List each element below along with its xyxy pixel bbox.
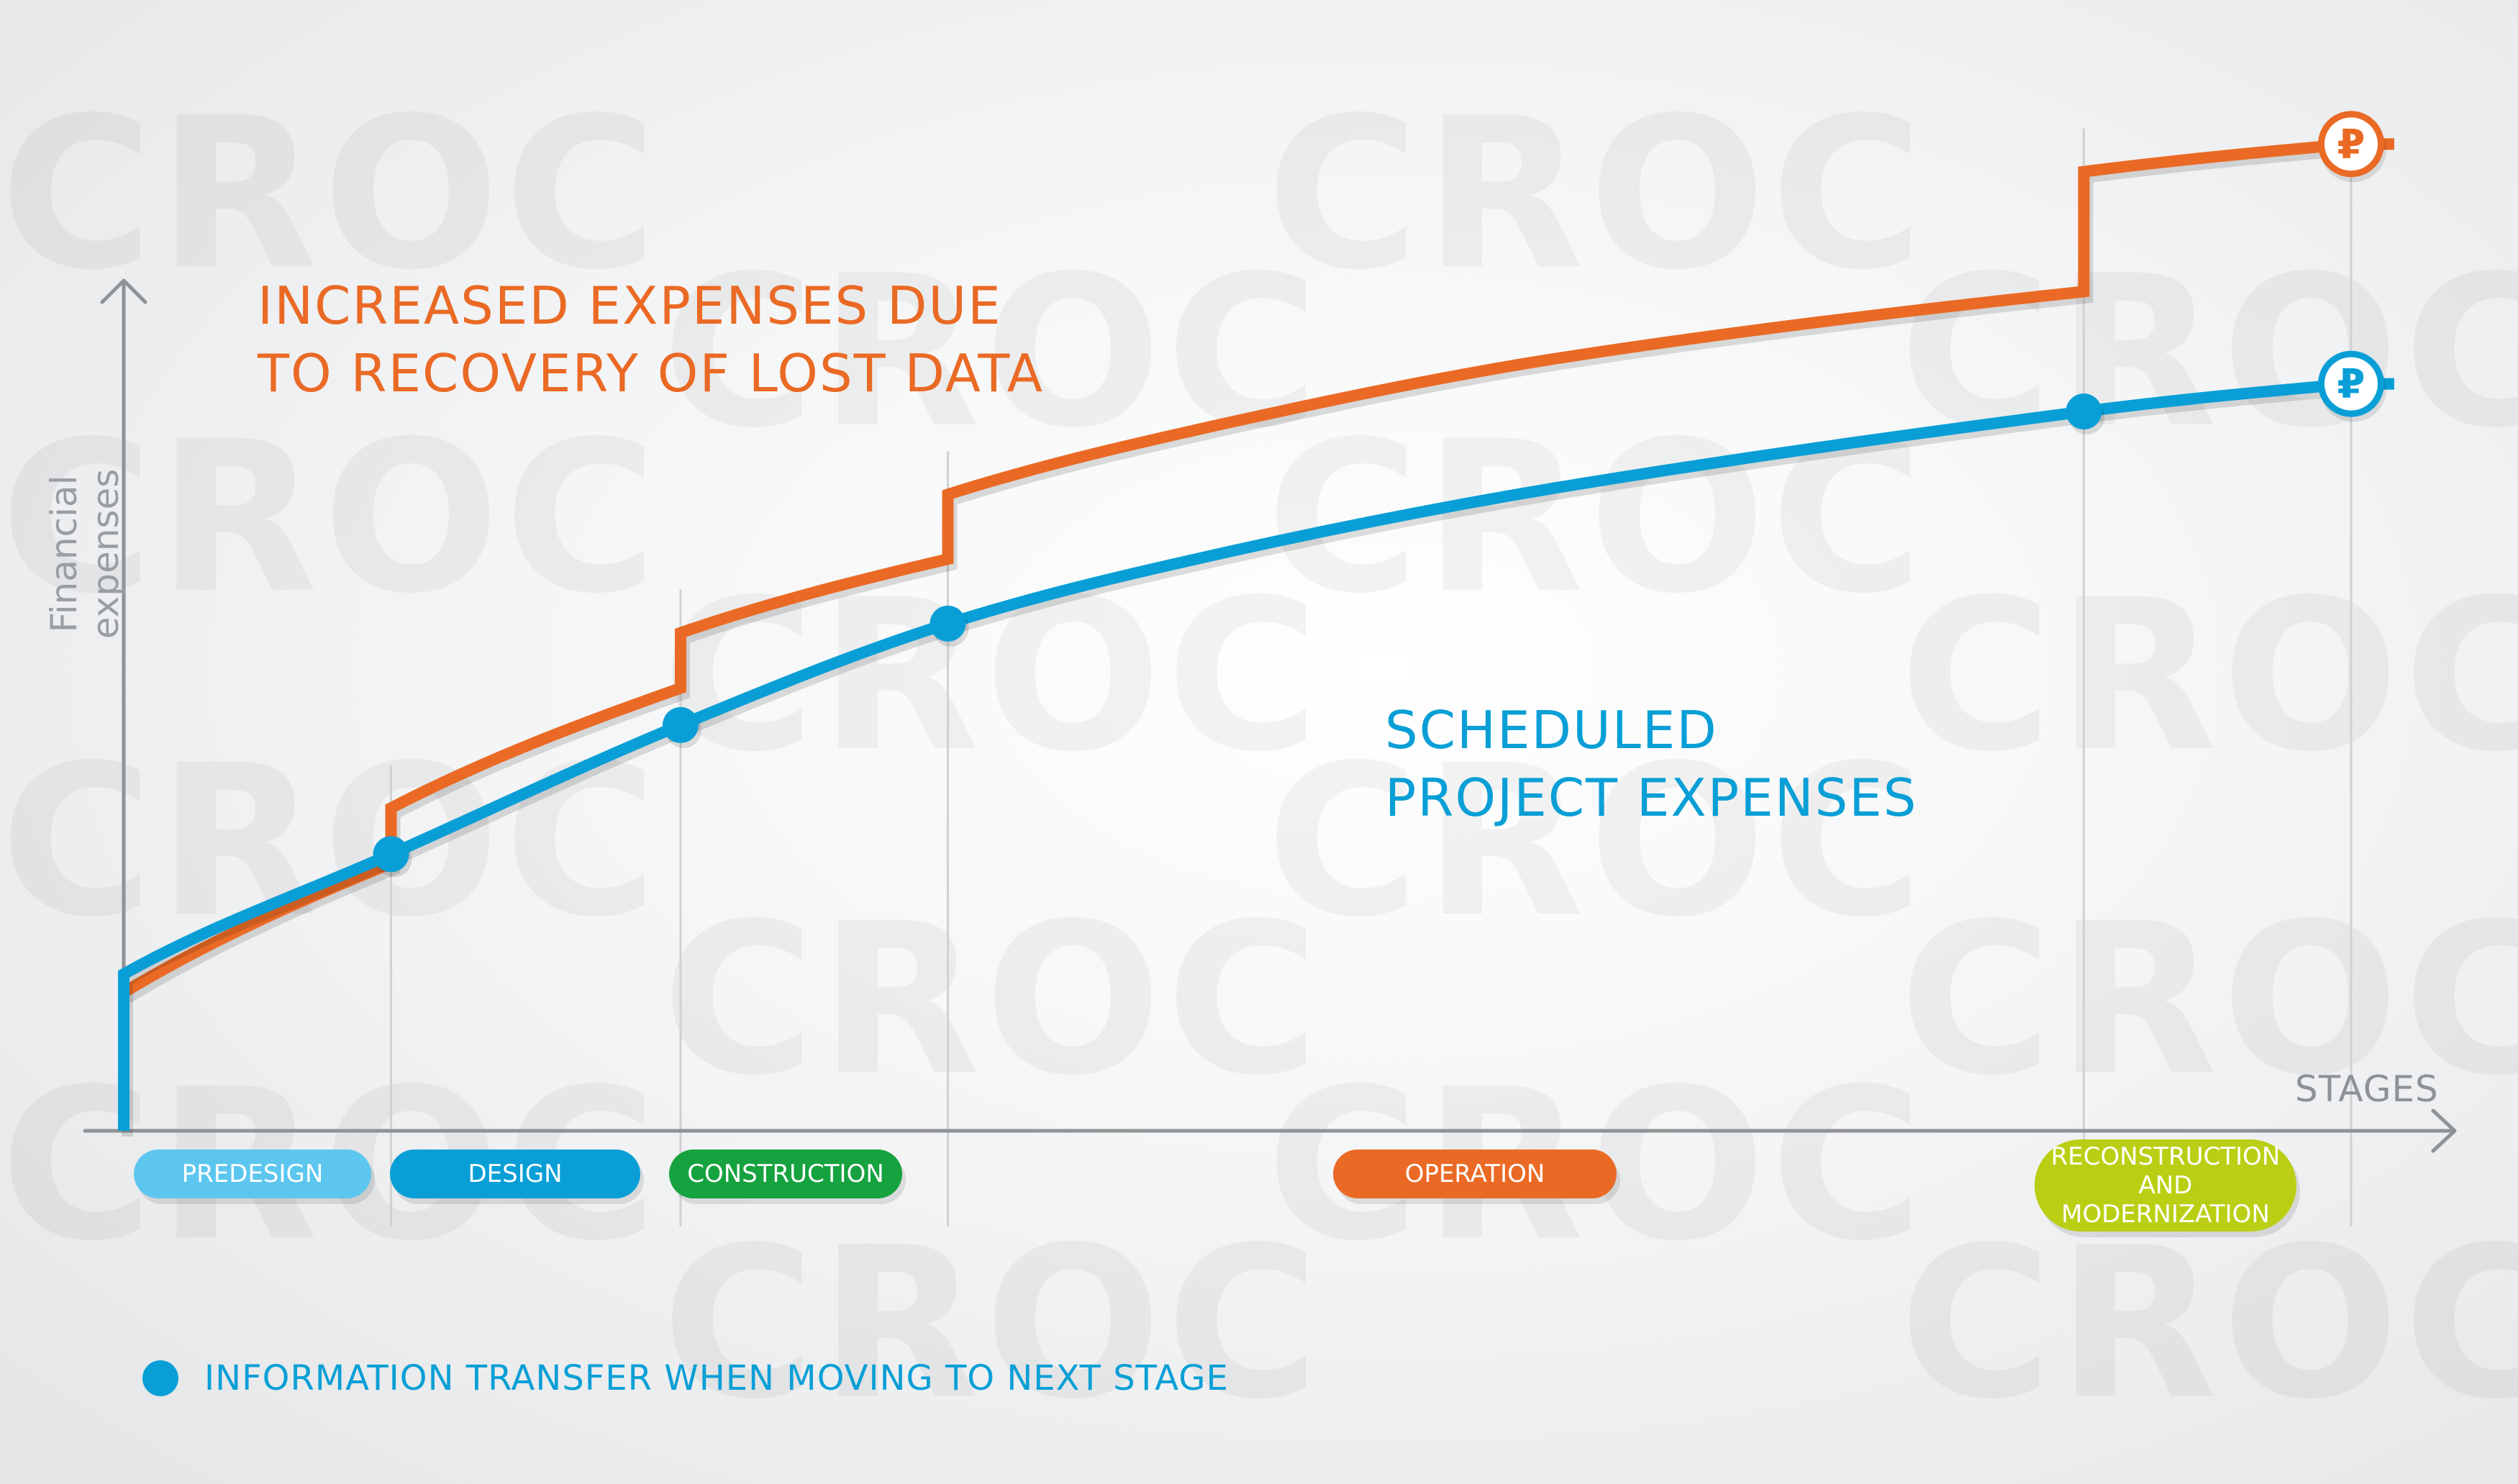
ruble-icon-face: [2324, 357, 2378, 411]
stage-badge: PREDESIGN: [134, 1150, 371, 1198]
transfer-point: [2065, 393, 2102, 430]
watermark-text: CROC: [1899, 232, 2518, 474]
scheduled-series-shadow: [122, 383, 2355, 1137]
lost-series-shadow: [124, 144, 2355, 1003]
scheduled-series-line: [118, 378, 2352, 1131]
watermark-text: CROC: [662, 555, 1324, 798]
watermark-text: CROC: [1899, 1203, 2518, 1445]
y-axis-arrowhead: [100, 278, 147, 304]
watermark-text: CROC: [0, 397, 662, 639]
y-axis-label: Financial expenses: [43, 468, 127, 639]
stage-badge: RECONSTRUCTION AND MODERNIZATION: [2035, 1139, 2296, 1232]
ruble-icon: ₽: [2337, 121, 2365, 168]
watermark-text: CROC: [1899, 879, 2518, 1121]
stage-badge: OPERATION: [1333, 1150, 1617, 1198]
watermark-text: CROC: [662, 1203, 1324, 1445]
transfer-point: [373, 836, 409, 873]
transfer-point: [930, 605, 966, 642]
watermark-text: CROC: [1266, 721, 1928, 963]
watermark-text: CROC: [0, 721, 662, 963]
x-axis-label: STAGES: [2295, 1068, 2439, 1110]
watermark-text: CROC: [662, 232, 1324, 474]
legend-label: INFORMATION TRANSFER WHEN MOVING TO NEXT…: [204, 1358, 1229, 1398]
transfer-point-legend-marker: [142, 1360, 178, 1396]
lost-data-annotation: INCREASED EXPENSES DUE TO RECOVERY OF LO…: [258, 276, 1045, 404]
watermark-text: CROC: [1899, 555, 2518, 798]
ruble-icon-face: [2324, 117, 2378, 171]
stage-badge: CONSTRUCTION: [669, 1150, 902, 1198]
scheduled-annotation: SCHEDULED PROJECT EXPENSES: [1385, 700, 1918, 828]
x-axis-arrowhead: [2431, 1109, 2457, 1153]
ruble-icon: ₽: [2337, 361, 2365, 408]
watermark-text: CROC: [1266, 73, 1928, 316]
watermark-text: CROC: [662, 879, 1324, 1121]
watermark-text: CROC: [0, 73, 662, 316]
legend: INFORMATION TRANSFER WHEN MOVING TO NEXT…: [142, 1358, 1229, 1398]
stage-badge: DESIGN: [390, 1150, 640, 1198]
transfer-point: [663, 706, 699, 743]
lost-series-line: [120, 138, 2352, 998]
